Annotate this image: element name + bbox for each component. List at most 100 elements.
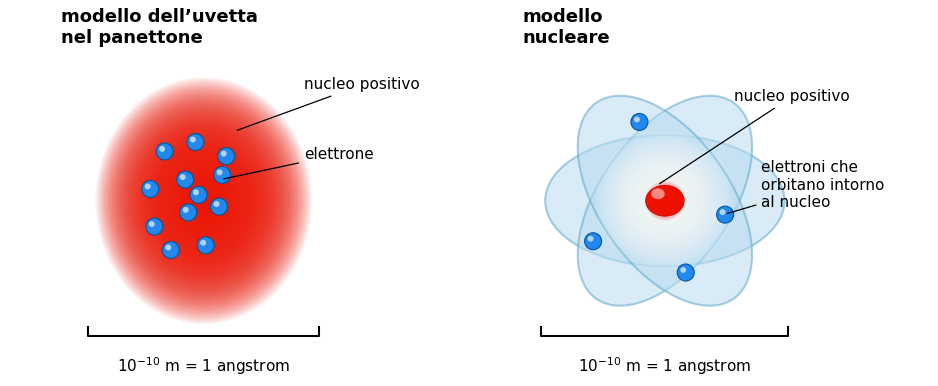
Circle shape — [187, 134, 204, 151]
Ellipse shape — [182, 176, 225, 225]
Circle shape — [214, 166, 231, 183]
Circle shape — [204, 244, 206, 246]
Circle shape — [189, 136, 202, 148]
Ellipse shape — [173, 165, 234, 236]
Circle shape — [607, 143, 723, 259]
Circle shape — [170, 249, 172, 251]
Circle shape — [165, 244, 172, 251]
Circle shape — [142, 181, 159, 198]
Ellipse shape — [154, 144, 253, 258]
Circle shape — [657, 193, 673, 209]
Ellipse shape — [115, 100, 292, 301]
Ellipse shape — [191, 187, 216, 215]
Ellipse shape — [198, 195, 209, 207]
Circle shape — [684, 271, 688, 274]
Circle shape — [152, 224, 157, 229]
Circle shape — [147, 220, 161, 233]
Circle shape — [681, 267, 691, 278]
Ellipse shape — [170, 162, 237, 239]
Circle shape — [678, 265, 693, 280]
Circle shape — [214, 201, 224, 212]
Circle shape — [659, 196, 670, 206]
Circle shape — [584, 233, 601, 250]
Circle shape — [640, 175, 690, 226]
Circle shape — [164, 151, 165, 152]
Ellipse shape — [155, 145, 252, 256]
Ellipse shape — [142, 130, 265, 272]
Circle shape — [143, 181, 158, 196]
Ellipse shape — [176, 170, 231, 232]
Circle shape — [180, 174, 190, 185]
Ellipse shape — [117, 102, 290, 300]
Ellipse shape — [181, 174, 227, 227]
Circle shape — [193, 190, 204, 200]
Circle shape — [632, 114, 647, 130]
Circle shape — [193, 139, 198, 145]
Circle shape — [220, 150, 232, 162]
Ellipse shape — [149, 139, 258, 262]
Circle shape — [662, 198, 668, 204]
Ellipse shape — [578, 96, 752, 306]
Ellipse shape — [106, 90, 301, 312]
Circle shape — [217, 169, 222, 175]
Ellipse shape — [98, 80, 309, 321]
Ellipse shape — [189, 184, 219, 218]
Ellipse shape — [99, 82, 308, 320]
Circle shape — [656, 191, 674, 210]
Ellipse shape — [129, 116, 278, 286]
Circle shape — [200, 239, 212, 251]
Circle shape — [219, 173, 224, 178]
Circle shape — [651, 187, 679, 215]
Circle shape — [634, 117, 640, 122]
Circle shape — [156, 143, 174, 160]
Circle shape — [182, 176, 189, 183]
Circle shape — [214, 166, 231, 183]
Circle shape — [219, 149, 233, 163]
Circle shape — [223, 153, 230, 159]
Ellipse shape — [163, 154, 244, 247]
Circle shape — [660, 196, 670, 205]
Circle shape — [164, 243, 177, 257]
Ellipse shape — [167, 159, 240, 242]
Circle shape — [586, 234, 600, 248]
Circle shape — [150, 222, 159, 231]
Text: modello dell’uvetta
nel panettone: modello dell’uvetta nel panettone — [61, 8, 258, 47]
Ellipse shape — [143, 131, 265, 270]
Circle shape — [722, 212, 728, 217]
Circle shape — [648, 184, 682, 218]
Circle shape — [215, 202, 223, 211]
Circle shape — [633, 116, 645, 128]
Text: nucleo positivo: nucleo positivo — [237, 78, 419, 130]
Ellipse shape — [190, 185, 217, 216]
Ellipse shape — [195, 191, 212, 210]
Ellipse shape — [130, 117, 277, 284]
Circle shape — [677, 264, 694, 281]
Circle shape — [642, 178, 688, 224]
Circle shape — [191, 138, 200, 146]
Circle shape — [187, 134, 204, 151]
Circle shape — [682, 269, 689, 276]
Circle shape — [169, 248, 173, 252]
Ellipse shape — [147, 136, 261, 266]
Circle shape — [167, 247, 174, 253]
Circle shape — [638, 120, 641, 124]
Circle shape — [215, 167, 230, 183]
Circle shape — [184, 179, 186, 180]
Ellipse shape — [578, 96, 752, 306]
Circle shape — [589, 237, 598, 245]
Circle shape — [720, 210, 730, 220]
Circle shape — [151, 223, 158, 230]
Circle shape — [193, 190, 199, 195]
Ellipse shape — [133, 120, 274, 281]
Circle shape — [145, 184, 156, 194]
Circle shape — [652, 188, 678, 214]
Circle shape — [203, 242, 209, 249]
Circle shape — [204, 243, 208, 248]
Circle shape — [685, 272, 687, 273]
Circle shape — [180, 204, 197, 221]
Circle shape — [189, 137, 196, 142]
Ellipse shape — [172, 164, 236, 238]
Circle shape — [144, 183, 156, 195]
Circle shape — [149, 222, 159, 232]
Circle shape — [222, 152, 231, 160]
